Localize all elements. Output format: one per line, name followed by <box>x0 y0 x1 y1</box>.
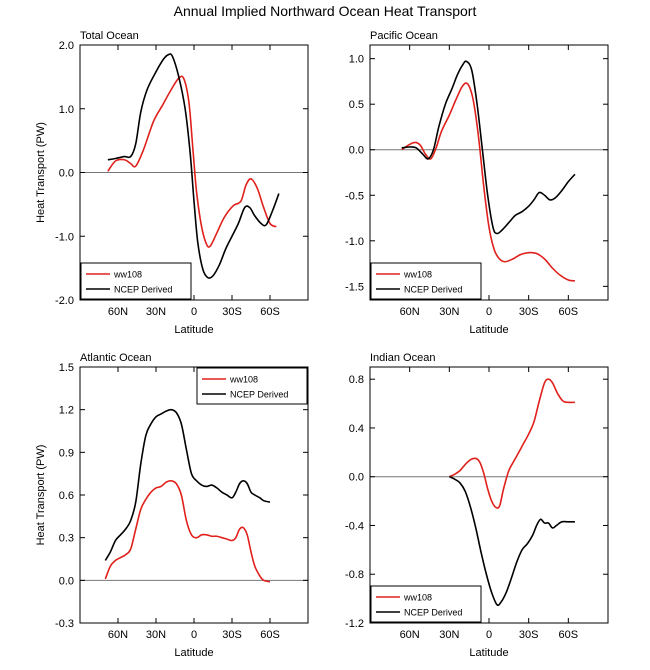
panel-title: Pacific Ocean <box>370 30 438 42</box>
legend: ww108 NCEP Derived <box>80 262 192 300</box>
legend-box <box>370 262 482 300</box>
panel-title: Indian Ocean <box>370 352 435 364</box>
y-tick-label: 0.9 <box>59 447 74 459</box>
y-tick-label: 1.5 <box>59 362 74 374</box>
chart-panel-3: Atlantic Ocean 1.5 1.2 0.9 0.6 0.3 0.0 -0.3 60N 3… <box>35 352 309 659</box>
legend-box <box>370 585 482 623</box>
x-tick-label: 60N <box>400 306 420 318</box>
x-tick-label: 0 <box>191 629 197 641</box>
x-tick-label: 30N <box>146 629 166 641</box>
series-line-ncep-derived <box>448 475 575 607</box>
y-tick-label: 0.8 <box>349 374 364 386</box>
x-tick-label: 0 <box>486 629 492 641</box>
x-tick-label: 30N <box>439 306 459 318</box>
figure-title: Annual Implied Northward Ocean Heat Tran… <box>174 3 477 19</box>
series-line-ncep-derived <box>401 60 576 235</box>
plot-frame <box>369 366 609 624</box>
y-tick-label: -0.3 <box>55 618 74 630</box>
series-line-ncep-derived <box>104 408 271 561</box>
x-tick-label: 30S <box>519 306 539 318</box>
legend-label: ww108 <box>229 375 258 385</box>
legend-label: NCEP Derived <box>404 285 462 295</box>
y-tick-label: 2.0 <box>59 40 74 52</box>
y-tick-label: 0.6 <box>59 490 74 502</box>
x-tick-label: 30S <box>519 629 539 641</box>
y-tick-label: 0.0 <box>349 145 364 157</box>
chart-panels: Total Ocean 2.0 1.0 0.0 -1.0 -2.0 60N 30N 0 30S 60… <box>35 30 609 659</box>
y-tick-label: -2.0 <box>55 295 74 307</box>
x-tick-label: 30N <box>146 306 166 318</box>
x-tick-label: 0 <box>486 306 492 318</box>
x-axis-label: Latitude <box>174 324 213 336</box>
legend: ww108 NCEP Derived <box>370 262 482 300</box>
x-tick-label: 60S <box>260 306 280 318</box>
x-axis-label: Latitude <box>174 647 213 659</box>
y-tick-label: -1.0 <box>55 231 74 243</box>
y-tick-label: -0.4 <box>345 520 364 532</box>
series-line-ncep-derived <box>107 53 280 279</box>
chart-panel-4: Indian Ocean 0.8 0.4 0.0 -0.4 -0.8 -1.2 60N 30N 0… <box>345 352 609 659</box>
legend: ww108 NCEP Derived <box>370 585 482 623</box>
legend-label: ww108 <box>403 593 432 603</box>
y-tick-label: -1.0 <box>345 236 364 248</box>
y-tick-label: -0.8 <box>345 569 364 581</box>
series-line-ww108 <box>448 378 575 509</box>
x-tick-label: 60N <box>108 629 128 641</box>
legend-label: NCEP Derived <box>230 390 288 400</box>
y-tick-label: 0.0 <box>59 575 74 587</box>
legend-label: NCEP Derived <box>404 608 462 618</box>
series-line-ww108 <box>104 479 271 583</box>
plot-frame <box>79 366 309 624</box>
legend-label: ww108 <box>403 270 432 280</box>
y-axis-label: Heat Transport (PW) <box>35 122 47 223</box>
x-tick-label: 60S <box>559 629 579 641</box>
x-tick-label: 30N <box>439 629 459 641</box>
x-tick-label: 60S <box>260 629 280 641</box>
x-axis-label: Latitude <box>469 647 508 659</box>
legend-label: NCEP Derived <box>114 285 172 295</box>
legend: ww108 NCEP Derived <box>196 367 308 405</box>
y-tick-label: 0.0 <box>349 472 364 484</box>
series-line-ww108 <box>107 75 277 248</box>
y-axis-label: Heat Transport (PW) <box>35 445 47 546</box>
plot-frame <box>79 44 309 301</box>
x-axis-label: Latitude <box>469 324 508 336</box>
x-tick-label: 60N <box>108 306 128 318</box>
y-tick-label: -1.2 <box>345 618 364 630</box>
y-tick-label: -0.5 <box>345 190 364 202</box>
y-tick-label: 0.4 <box>349 423 364 435</box>
y-tick-label: 1.2 <box>59 405 74 417</box>
legend-box <box>196 367 308 405</box>
series-line-ww108 <box>401 82 576 282</box>
panel-title: Atlantic Ocean <box>80 352 152 364</box>
y-tick-label: -1.5 <box>345 281 364 293</box>
x-tick-label: 60S <box>559 306 579 318</box>
plot-frame <box>369 44 609 301</box>
legend-label: ww108 <box>113 270 142 280</box>
x-tick-label: 60N <box>400 629 420 641</box>
y-tick-label: 0.0 <box>59 168 74 180</box>
y-tick-label: 0.3 <box>59 533 74 545</box>
chart-panel-1: Total Ocean 2.0 1.0 0.0 -1.0 -2.0 60N 30N 0 30S 60… <box>35 30 309 336</box>
y-tick-label: 1.0 <box>349 54 364 66</box>
x-tick-label: 30S <box>222 306 242 318</box>
x-tick-label: 30S <box>222 629 242 641</box>
panel-title: Total Ocean <box>80 30 139 42</box>
chart-panel-2: Pacific Ocean 1.0 0.5 0.0 -0.5 -1.0 -1.5 60N 30N… <box>345 30 609 336</box>
y-tick-label: 0.5 <box>349 99 364 111</box>
y-tick-label: 1.0 <box>59 104 74 116</box>
x-tick-label: 0 <box>191 306 197 318</box>
legend-box <box>80 262 192 300</box>
